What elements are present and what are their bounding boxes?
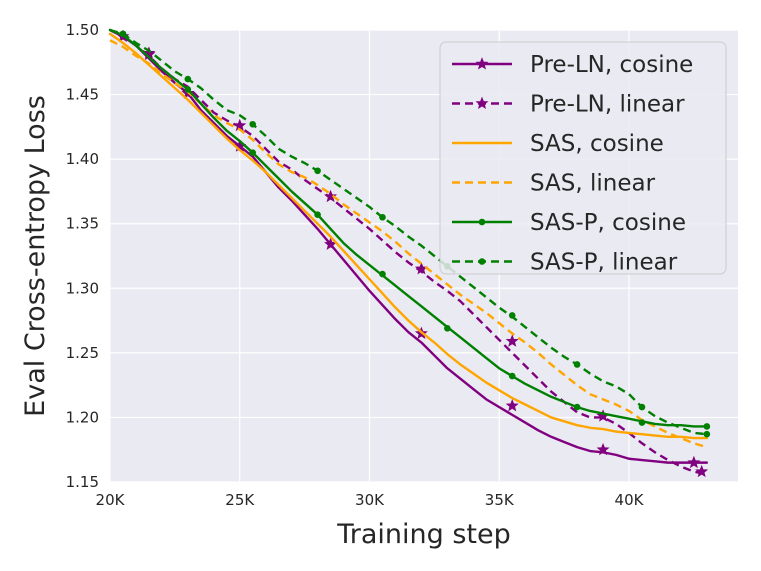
series-sas-cosine (108, 32, 709, 440)
x-tick-label: 40K (615, 491, 645, 509)
data-point-pre-ln-linear (324, 189, 338, 203)
legend-label: SAS, cosine (530, 131, 664, 157)
legend-item-pre-ln-linear: Pre-LN, linear (452, 92, 685, 118)
legend-label: Pre-LN, cosine (530, 52, 693, 78)
legend-marker (478, 218, 486, 226)
x-tick-label: 25K (225, 491, 255, 509)
data-point-sas-p-cosine (508, 372, 516, 380)
legend-box (439, 41, 727, 275)
data-point-pre-ln-cosine (596, 442, 610, 456)
y-tick-label: 1.45 (66, 86, 99, 104)
y-tick-label: 1.50 (66, 21, 99, 39)
series-line-pre-ln-cosine (108, 28, 709, 464)
data-point-pre-ln-cosine (687, 455, 701, 469)
legend-label: SAS, linear (530, 171, 656, 197)
x-tick-label: 35K (485, 491, 515, 509)
series-line-sas-p-linear (109, 28, 707, 436)
data-point-sas-p-cosine (184, 86, 192, 93)
legend: Pre-LN, cosine Pre-LN, linear SAS, cosine S… (439, 41, 727, 276)
data-point-sas-p-linear (508, 312, 516, 319)
y-tick-label: 1.20 (66, 408, 99, 426)
y-tick-label: 1.30 (66, 279, 99, 297)
legend-marker (475, 57, 489, 70)
legend-label: SAS-P, linear (530, 250, 678, 276)
data-point-sas-p-cosine (444, 325, 451, 332)
legend-marker (478, 258, 486, 265)
y-tick-label: 1.35 (66, 215, 99, 233)
series-line-sas-cosine (108, 32, 709, 440)
y-axis-label: Eval Cross-entropy Loss (20, 95, 51, 417)
data-point-sas-p-cosine (249, 149, 257, 156)
data-point-sas-p-linear (249, 120, 257, 128)
data-point-sas-p-linear (119, 30, 127, 38)
data-point-pre-ln-linear (505, 334, 519, 347)
data-point-sas-p-cosine (638, 419, 646, 426)
legend-item-pre-ln-cosine: Pre-LN, cosine (452, 52, 693, 78)
x-tick-label: 20K (96, 491, 126, 509)
x-axis-label: Training step (336, 519, 511, 550)
y-tick-label: 1.40 (66, 150, 99, 168)
legend-item-sas-cosine: SAS, cosine (452, 131, 664, 157)
legend-item-sas-p-cosine: SAS-P, cosine (452, 210, 686, 236)
legend-label: SAS-P, cosine (530, 210, 686, 236)
x-tick-label: 30K (355, 491, 385, 509)
series-sas-p-cosine (108, 28, 711, 430)
legend-item-sas-p-linear: SAS-P, linear (452, 250, 678, 276)
y-tick-label: 1.15 (66, 473, 99, 491)
data-point-sas-p-linear (379, 213, 386, 221)
y-tick-label: 1.25 (66, 344, 99, 362)
data-point-sas-p-cosine (314, 211, 321, 218)
legend-marker (475, 96, 489, 110)
data-point-sas-p-cosine (573, 403, 581, 411)
legend-item-sas-linear: SAS, linear (452, 171, 656, 197)
data-point-sas-p-cosine (703, 423, 711, 430)
data-point-pre-ln-cosine (505, 398, 519, 412)
series-line-sas-p-cosine (108, 28, 709, 428)
data-point-sas-p-linear (184, 75, 192, 83)
data-point-pre-ln-linear (695, 464, 709, 478)
data-point-sas-p-linear (573, 361, 581, 368)
data-point-sas-p-cosine (379, 270, 386, 278)
series-group (108, 28, 711, 478)
tick-labels: 20K 25K 30K 35K 40K 1.15 1.20 1.25 1.30 1.35 1.40 1… (66, 21, 645, 509)
data-point-sas-p-linear (638, 403, 646, 411)
legend-label: Pre-LN, linear (530, 92, 685, 118)
data-point-sas-p-linear (314, 167, 321, 175)
series-line-pre-ln-linear (109, 28, 708, 476)
data-point-sas-p-linear (703, 430, 711, 438)
